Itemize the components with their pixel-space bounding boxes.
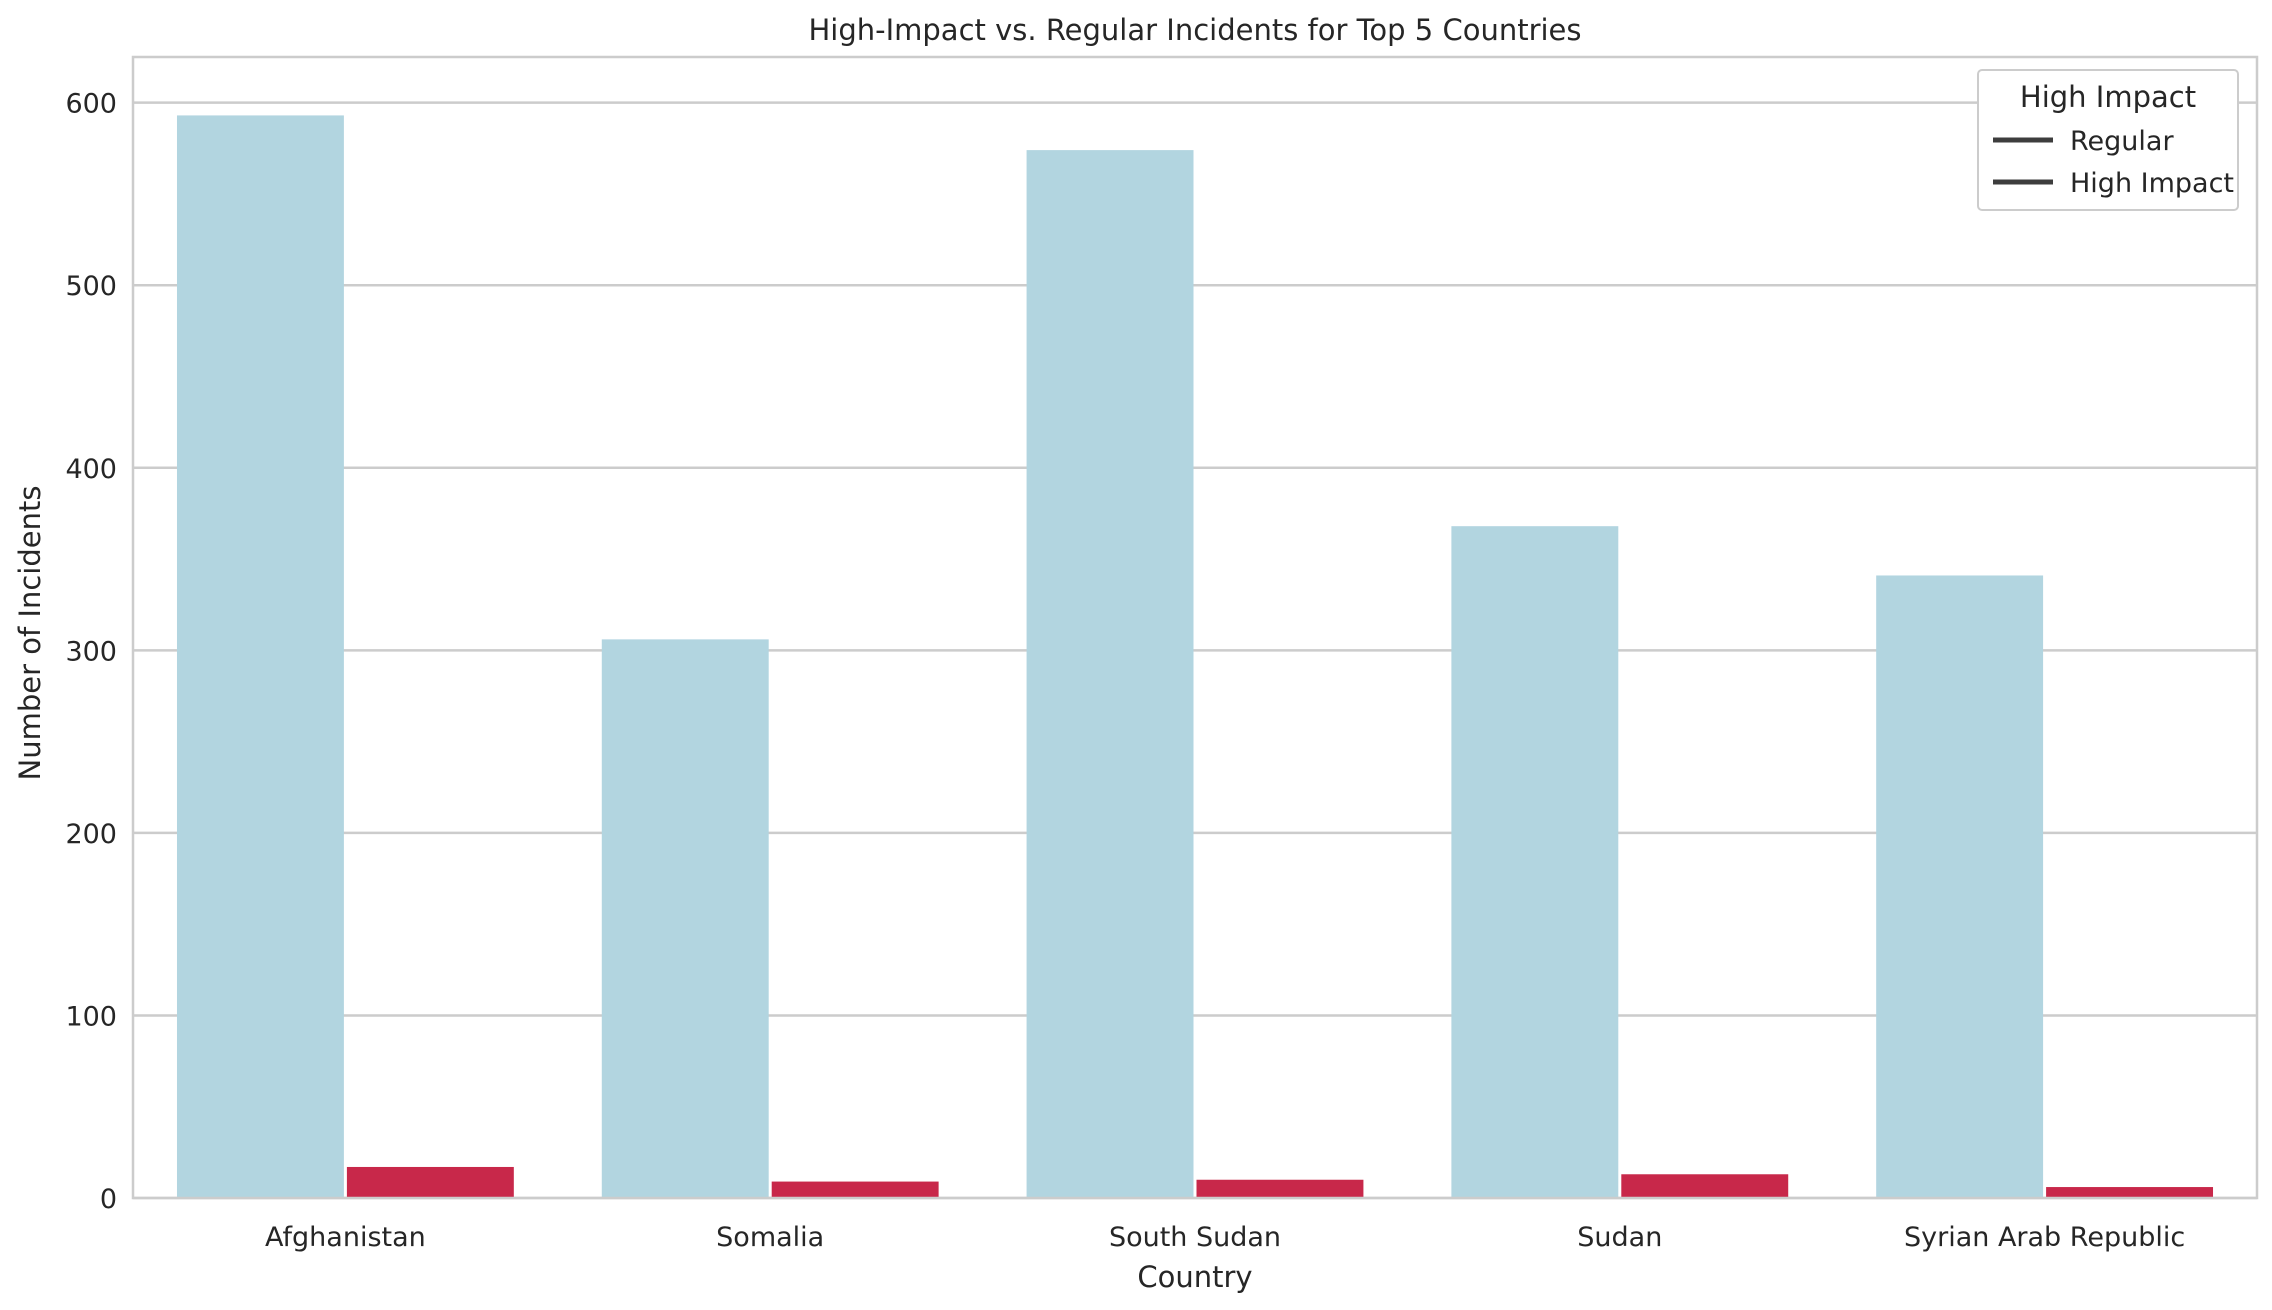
y-tick-label: 100 (65, 1001, 117, 1032)
y-tick-label: 0 (100, 1184, 117, 1215)
y-tick-label: 400 (65, 454, 117, 485)
bar-regular (176, 115, 344, 1199)
legend-box (1977, 69, 2239, 211)
bar-regular (1451, 526, 1619, 1198)
legend-label-regular: Regular (2070, 126, 2174, 157)
x-tick-labels: Afghanistan Somalia South Sudan Sudan Syrian… (265, 1222, 2185, 1253)
bar-regular (1876, 575, 2044, 1198)
bar-high-impact (2046, 1187, 2214, 1198)
x-tick-label: Sudan (1577, 1222, 1662, 1253)
bar-high-impact (346, 1166, 514, 1198)
grid-lines (133, 101, 2257, 1200)
plot-frame (131, 55, 2259, 1200)
y-tick-label: 600 (65, 89, 117, 120)
chart-title: High-Impact vs. Regular Incidents for To… (808, 13, 1581, 47)
y-tick-label: 300 (65, 636, 117, 667)
y-axis-label: Number of Incidents (13, 486, 47, 781)
bar-high-impact (771, 1181, 939, 1198)
y-tick-label: 200 (65, 819, 117, 850)
x-tick-label: Somalia (716, 1222, 824, 1253)
bar-high-impact (1196, 1179, 1364, 1198)
x-tick-label: Afghanistan (265, 1222, 426, 1253)
x-axis-label: Country (1137, 1260, 1252, 1294)
bars (176, 115, 2214, 1199)
x-tick-label: South Sudan (1109, 1222, 1281, 1253)
legend-title: High Impact (2020, 80, 2196, 114)
x-tick-label: Syrian Arab Republic (1904, 1222, 2185, 1253)
legend: High Impact Regular High Impact (1977, 69, 2239, 211)
y-tick-label: 500 (65, 271, 117, 302)
legend-label-high-impact: High Impact (2070, 168, 2234, 199)
bar-regular (601, 639, 769, 1198)
bar-regular (1026, 150, 1194, 1199)
bar-high-impact (1621, 1174, 1789, 1198)
y-tick-labels: 0 100 200 300 400 500 600 (65, 89, 117, 1215)
